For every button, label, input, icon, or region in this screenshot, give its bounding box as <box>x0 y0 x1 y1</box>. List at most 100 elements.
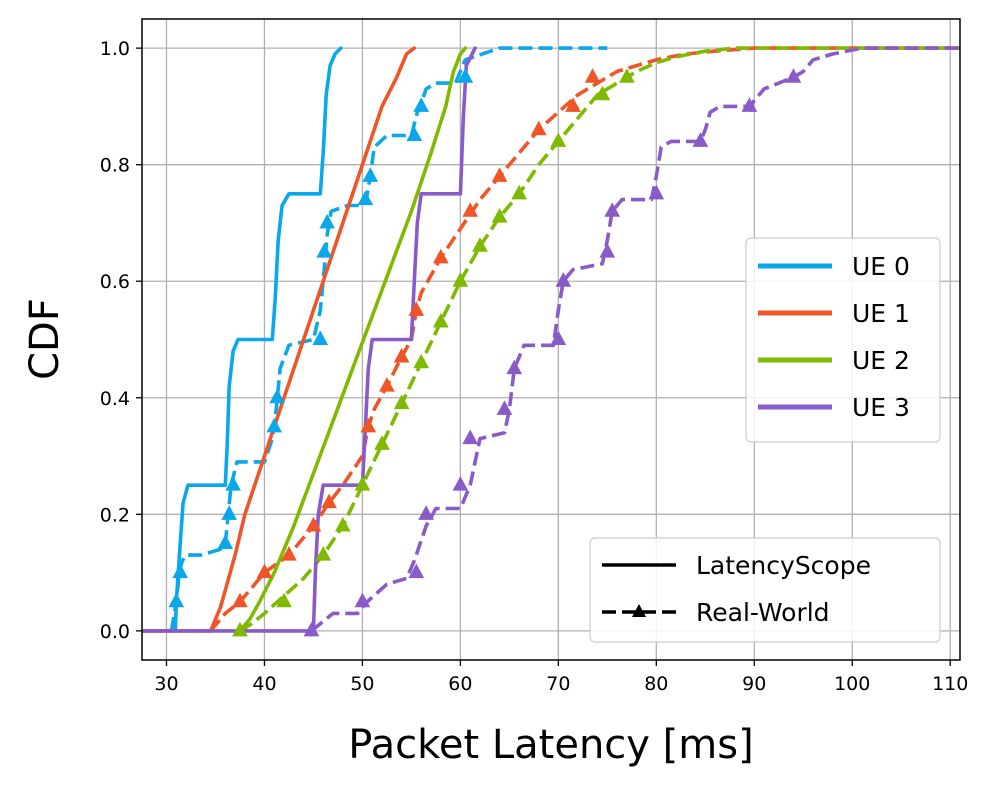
series-line-ue-1-real-world <box>209 46 960 633</box>
marker-ue-3 <box>550 330 567 345</box>
y-tick-label: 0.8 <box>100 155 130 177</box>
style-legend-box <box>589 537 941 643</box>
series-line-ue-0-latencyscope <box>142 46 343 633</box>
x-tick-label: 40 <box>252 673 276 695</box>
marker-ue-3 <box>785 68 802 83</box>
marker-ue-1 <box>408 301 425 316</box>
marker-ue-3 <box>604 202 621 217</box>
marker-ue-2 <box>491 208 508 223</box>
marker-ue-3 <box>599 243 616 258</box>
marker-ue-1 <box>432 248 449 264</box>
marker-ue-2 <box>594 85 611 101</box>
marker-ue-1 <box>360 417 377 433</box>
marker-ue-3 <box>506 359 523 375</box>
series-legend: UE 0 UE 1 UE 2 UE 3 <box>745 237 941 443</box>
marker-ue-3 <box>462 429 479 445</box>
marker-ue-2 <box>511 184 527 200</box>
x-tick-label: 90 <box>742 673 766 695</box>
y-axis-label: CDF <box>22 298 68 380</box>
marker-ue-2 <box>472 237 488 252</box>
y-tick-label: 0.0 <box>100 621 130 643</box>
style-legend: LatencyScope Real-World <box>589 537 941 643</box>
x-axis-label: Packet Latency [ms] <box>348 722 753 768</box>
marker-ue-0 <box>413 97 430 112</box>
marker-ue-3 <box>496 400 513 415</box>
marker-ue-2 <box>619 68 635 83</box>
marker-ue-0 <box>217 534 234 549</box>
series-line-ue-1-latencyscope <box>142 46 417 633</box>
marker-ue-2 <box>550 132 567 147</box>
x-tick-label: 100 <box>834 673 870 695</box>
marker-ue-0 <box>362 167 379 182</box>
y-tick-label: 0.6 <box>100 271 130 293</box>
legend-marker-real-world <box>632 604 646 617</box>
marker-ue-2 <box>232 621 248 637</box>
x-tick-label: 30 <box>154 673 178 695</box>
marker-ue-2 <box>452 272 469 287</box>
marker-ue-0 <box>406 126 423 142</box>
marker-ue-3 <box>555 272 572 287</box>
marker-ue-1 <box>530 120 547 136</box>
marker-ue-3 <box>354 592 371 608</box>
marker-ue-0 <box>457 68 474 83</box>
y-axis-ticks: 0.0 0.2 0.4 0.6 0.8 1.0 <box>100 38 142 643</box>
marker-ue-1 <box>491 167 508 182</box>
series-legend-box <box>745 237 941 443</box>
marker-ue-1 <box>393 347 410 363</box>
marker-layer <box>168 68 802 637</box>
marker-ue-2 <box>374 435 390 450</box>
marker-ue-1 <box>256 563 273 579</box>
marker-ue-2 <box>413 353 430 369</box>
marker-ue-3 <box>418 505 434 520</box>
marker-ue-2 <box>276 592 292 608</box>
marker-ue-2 <box>354 476 371 491</box>
legend-label-ue-3: UE 3 <box>852 393 910 422</box>
x-tick-label: 70 <box>546 673 570 695</box>
marker-ue-1 <box>584 68 601 83</box>
marker-ue-0 <box>319 213 335 229</box>
marker-ue-2 <box>334 516 351 532</box>
marker-ue-1 <box>281 546 297 561</box>
x-axis-ticks: 30 40 50 60 70 80 90 100 110 <box>154 660 968 695</box>
legend-label-real-world: Real-World <box>696 598 830 627</box>
marker-ue-0 <box>269 388 286 404</box>
marker-ue-3 <box>452 476 469 491</box>
marker-ue-3 <box>303 621 320 637</box>
marker-ue-0 <box>357 190 374 206</box>
legend-label-latencyscope: LatencyScope <box>696 551 871 580</box>
marker-ue-2 <box>315 546 332 561</box>
x-tick-label: 80 <box>644 673 668 695</box>
marker-ue-0 <box>172 563 189 579</box>
marker-ue-0 <box>266 417 283 433</box>
x-tick-label: 60 <box>448 673 472 695</box>
marker-ue-1 <box>379 377 395 392</box>
series-line-ue-0-real-world <box>169 46 608 632</box>
marker-ue-2 <box>432 312 449 328</box>
marker-ue-2 <box>393 394 410 410</box>
marker-ue-3 <box>408 563 425 579</box>
marker-ue-1 <box>462 202 479 217</box>
series-line-ue-2-latencyscope <box>238 46 468 633</box>
marker-ue-1 <box>232 592 248 608</box>
marker-ue-1 <box>321 493 337 509</box>
marker-ue-1 <box>565 97 581 112</box>
legend-label-ue-2: UE 2 <box>852 346 910 375</box>
legend-label-ue-0: UE 0 <box>852 252 910 281</box>
marker-ue-3 <box>741 97 758 112</box>
plot-area-frame <box>141 18 961 661</box>
y-tick-label: 1.0 <box>100 38 130 60</box>
legend-label-ue-1: UE 1 <box>852 299 910 328</box>
marker-ue-0 <box>312 330 329 345</box>
x-tick-label: 50 <box>350 673 374 695</box>
y-tick-label: 0.2 <box>100 504 130 526</box>
marker-ue-0 <box>221 505 238 520</box>
y-tick-label: 0.4 <box>100 388 130 410</box>
marker-ue-3 <box>648 184 665 200</box>
x-tick-label: 110 <box>932 673 968 695</box>
marker-ue-1 <box>305 516 322 532</box>
series-line-ue-3-latencyscope <box>142 46 477 633</box>
marker-ue-0 <box>316 243 333 258</box>
marker-ue-3 <box>692 132 709 147</box>
marker-ue-0 <box>168 592 185 608</box>
